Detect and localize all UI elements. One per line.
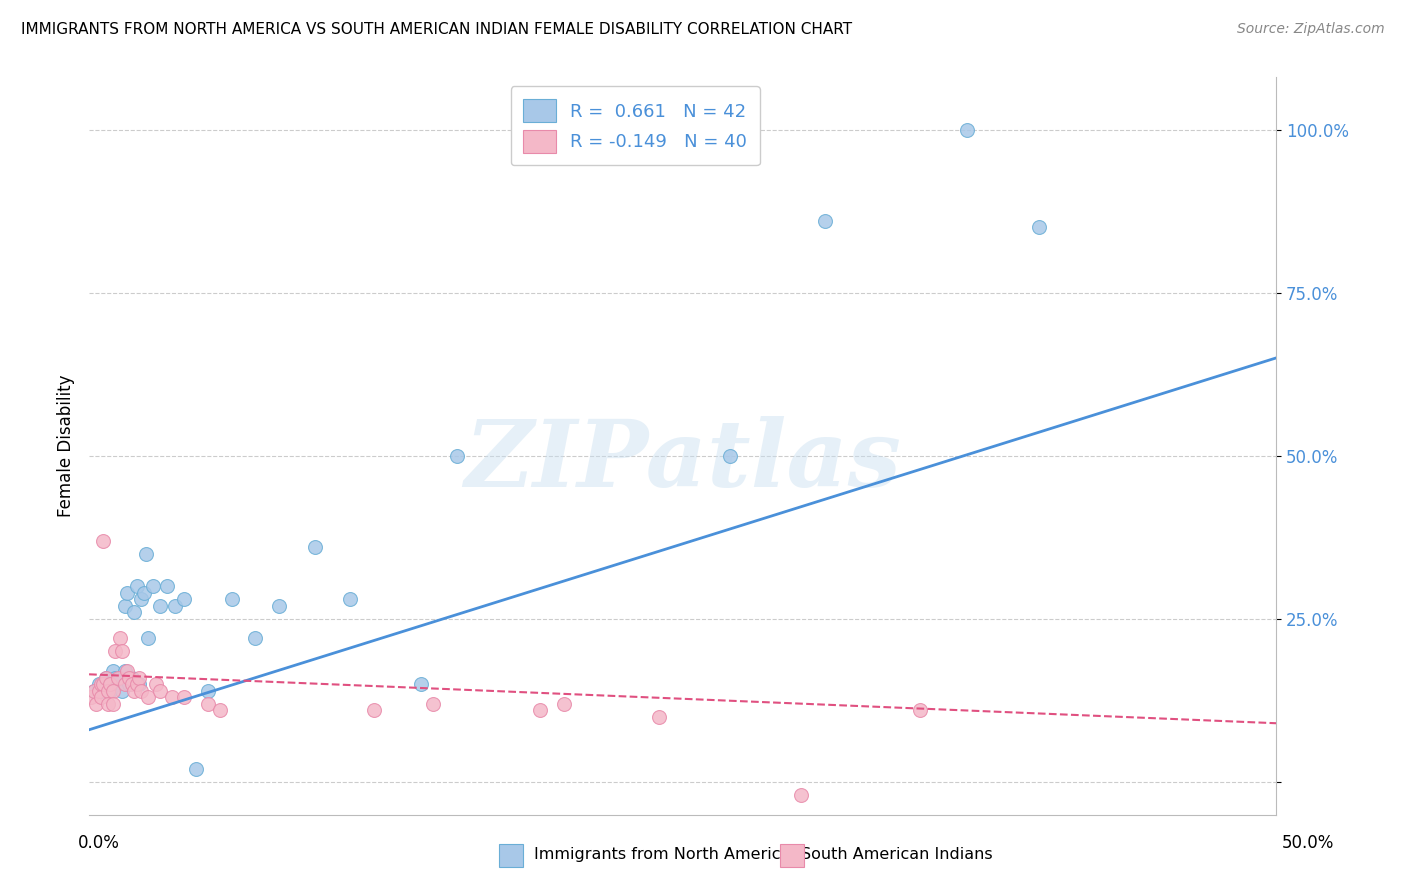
Point xyxy=(97,697,120,711)
Point xyxy=(107,677,129,691)
Point xyxy=(122,605,145,619)
Point xyxy=(108,632,131,646)
Text: South American Indians: South American Indians xyxy=(801,847,993,862)
Text: 0.0%: 0.0% xyxy=(77,834,120,852)
Point xyxy=(121,677,143,691)
Point xyxy=(122,683,145,698)
Point xyxy=(149,683,172,698)
Point xyxy=(101,697,124,711)
Point xyxy=(956,122,979,136)
Point xyxy=(138,690,160,705)
Point xyxy=(87,683,110,698)
Point xyxy=(173,592,195,607)
Point xyxy=(114,677,136,691)
Point xyxy=(118,677,141,691)
Point xyxy=(83,683,105,698)
Point xyxy=(94,671,117,685)
Point xyxy=(132,586,155,600)
Point xyxy=(121,671,143,685)
Point xyxy=(138,632,160,646)
Point xyxy=(197,683,219,698)
Point xyxy=(84,697,107,711)
Point xyxy=(97,683,120,698)
Point xyxy=(160,690,183,705)
Point xyxy=(446,449,468,463)
Point xyxy=(553,697,575,711)
Text: Immigrants from North America: Immigrants from North America xyxy=(534,847,790,862)
Text: IMMIGRANTS FROM NORTH AMERICA VS SOUTH AMERICAN INDIAN FEMALE DISABILITY CORRELA: IMMIGRANTS FROM NORTH AMERICA VS SOUTH A… xyxy=(21,22,852,37)
Point xyxy=(94,671,117,685)
Point xyxy=(908,703,931,717)
Point xyxy=(107,671,129,685)
Point xyxy=(208,703,231,717)
Point xyxy=(197,697,219,711)
Point xyxy=(411,677,433,691)
Point xyxy=(304,540,326,554)
Point xyxy=(111,644,134,658)
Point xyxy=(100,677,122,691)
Point xyxy=(363,703,385,717)
Point xyxy=(108,671,131,685)
Point xyxy=(529,703,551,717)
Point xyxy=(114,599,136,613)
Point xyxy=(245,632,267,646)
Text: 50.0%: 50.0% xyxy=(1281,834,1334,852)
Point xyxy=(339,592,361,607)
Point xyxy=(104,671,127,685)
Point xyxy=(718,449,741,463)
Point xyxy=(111,683,134,698)
Point xyxy=(90,677,112,691)
Point xyxy=(184,762,207,776)
Point xyxy=(422,697,444,711)
Point xyxy=(128,677,150,691)
Text: ZIPatlas: ZIPatlas xyxy=(464,416,901,506)
Point xyxy=(115,586,138,600)
Point xyxy=(91,677,114,691)
Point xyxy=(87,677,110,691)
Point xyxy=(101,664,124,678)
Point xyxy=(135,547,157,561)
Point xyxy=(104,644,127,658)
Point xyxy=(814,214,837,228)
Point xyxy=(125,579,148,593)
Point xyxy=(173,690,195,705)
Point xyxy=(790,788,813,802)
Point xyxy=(149,599,172,613)
Point xyxy=(114,664,136,678)
Text: Source: ZipAtlas.com: Source: ZipAtlas.com xyxy=(1237,22,1385,37)
Point xyxy=(125,677,148,691)
Point xyxy=(115,664,138,678)
Point xyxy=(118,671,141,685)
Y-axis label: Female Disability: Female Disability xyxy=(58,375,75,517)
Point xyxy=(90,683,112,698)
Point xyxy=(97,677,120,691)
Point xyxy=(129,592,152,607)
Point xyxy=(90,690,112,705)
Point xyxy=(83,683,105,698)
Point xyxy=(91,677,114,691)
Point xyxy=(80,690,103,705)
Point xyxy=(156,579,179,593)
Point xyxy=(145,677,167,691)
Point xyxy=(100,683,122,698)
Point xyxy=(267,599,290,613)
Point xyxy=(128,671,150,685)
Point xyxy=(648,709,671,723)
Legend: R =  0.661   N = 42, R = -0.149   N = 40: R = 0.661 N = 42, R = -0.149 N = 40 xyxy=(510,87,759,165)
Point xyxy=(1028,220,1050,235)
Point xyxy=(129,683,152,698)
Point xyxy=(221,592,243,607)
Point xyxy=(101,683,124,698)
Point xyxy=(91,533,114,548)
Point xyxy=(163,599,186,613)
Point xyxy=(142,579,165,593)
